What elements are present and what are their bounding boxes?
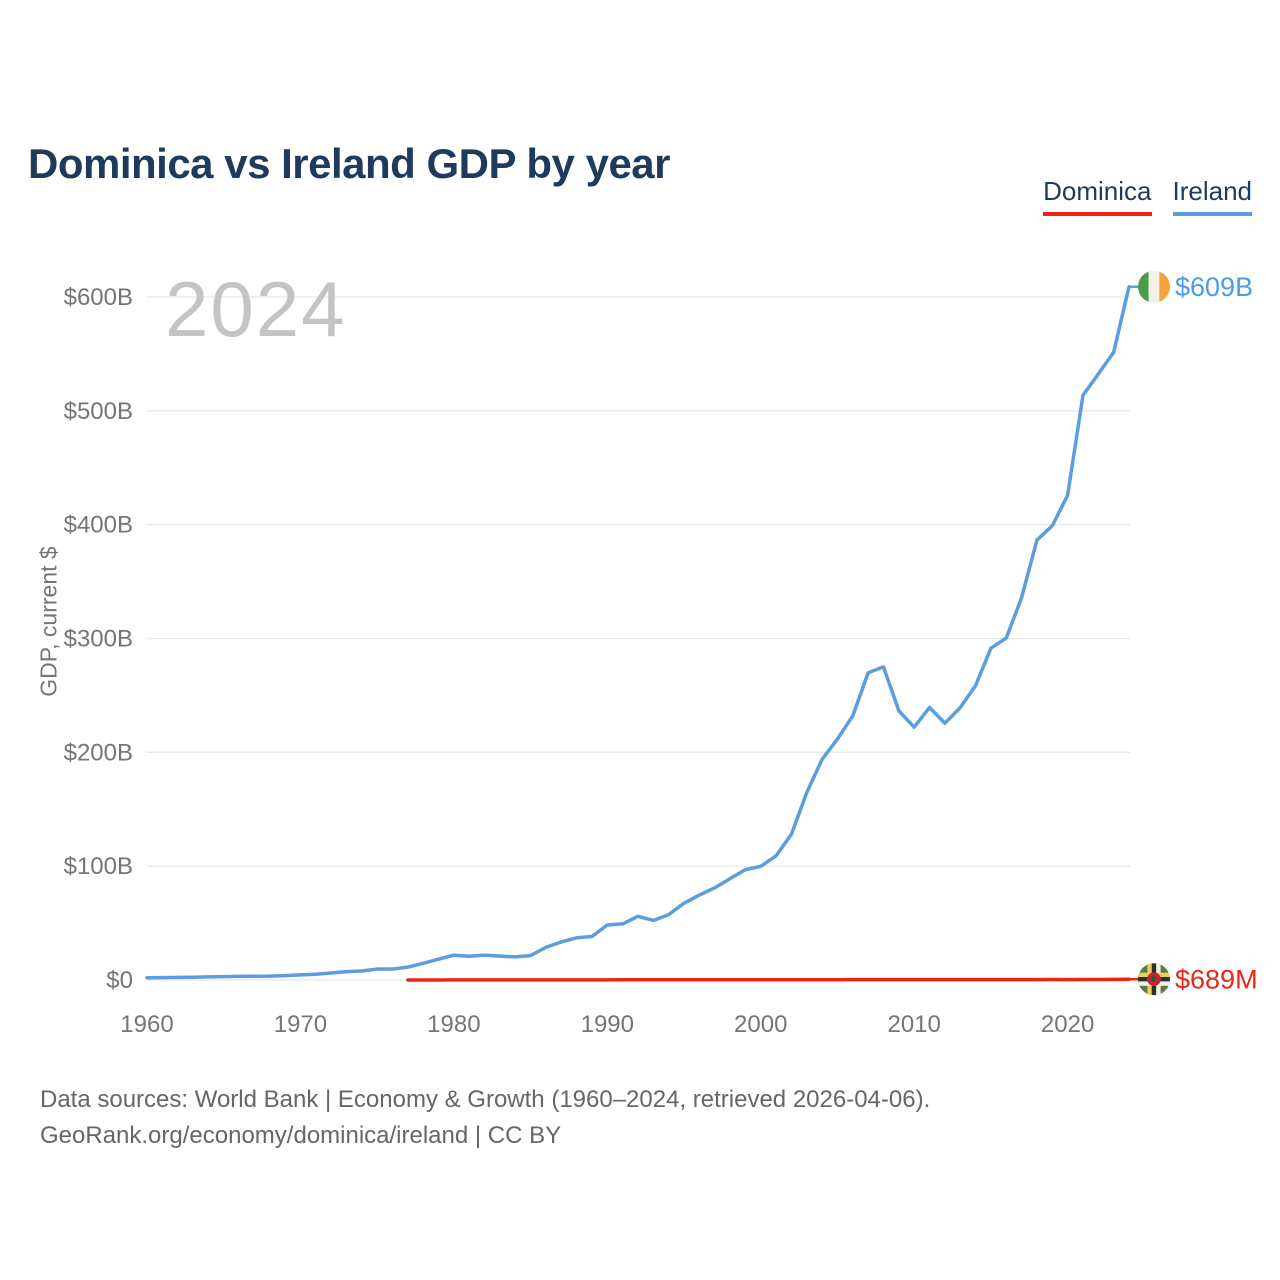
chart-title: Dominica vs Ireland GDP by year [28,140,671,188]
legend-item-dominica[interactable]: Dominica [1043,176,1152,216]
y-tick-label: $0 [106,967,133,994]
y-tick-label: $500B [64,398,133,425]
x-tick-label: 2020 [1041,1011,1094,1038]
footer-sources-line: Data sources: World Bank | Economy & Gro… [40,1086,931,1113]
x-tick-label: 1990 [581,1011,634,1038]
ireland-flag-icon [1138,270,1170,303]
dominica-line [406,977,1131,982]
dominica-end-value-label: $689M [1175,965,1258,995]
legend-item-ireland[interactable]: Ireland [1172,176,1252,216]
dominica-flag-icon [1138,963,1170,996]
x-tick-label: 2000 [734,1011,787,1038]
y-tick-label: $200B [64,739,133,766]
footer: Data sources: World Bank | Economy & Gro… [40,1082,930,1154]
x-tick-label: 1980 [427,1011,480,1038]
y-tick-label: $100B [64,853,133,880]
ireland-end-value-label: $609B [1175,272,1253,302]
watermark-year: 2024 [165,265,347,353]
y-tick-label: $300B [64,626,133,653]
y-tick-label: $400B [64,512,133,539]
y-tick-label: $600B [64,284,133,311]
legend: Dominica Ireland [1043,176,1252,216]
x-tick-label: 2010 [887,1011,940,1038]
y-axis-title: GDP, current $ [35,546,62,697]
x-tick-label: 1970 [274,1011,327,1038]
ireland-line [145,284,1131,980]
x-tick-label: 1960 [120,1011,173,1038]
footer-attribution-line: GeoRank.org/economy/dominica/ireland | C… [40,1122,562,1149]
